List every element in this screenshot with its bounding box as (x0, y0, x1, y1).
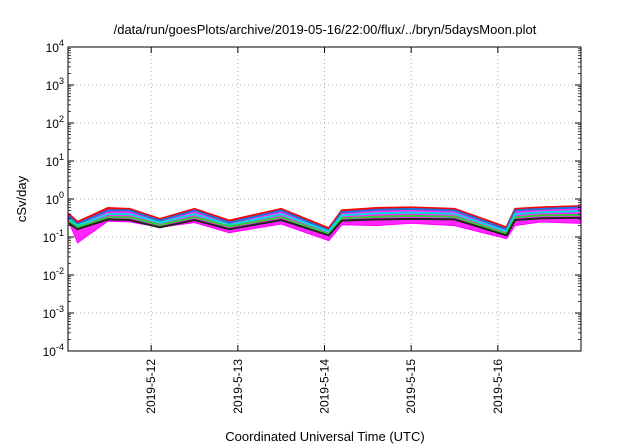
chart-title: /data/run/goesPlots/archive/2019-05-16/2… (114, 22, 537, 37)
y-tick-label: 102 (46, 114, 64, 131)
x-tick-label: 2019-5-13 (231, 359, 245, 414)
x-axis-label: Coordinated Universal Time (UTC) (225, 429, 424, 444)
y-tick-label: 10-2 (43, 266, 64, 283)
y-axis-label: cSv/day (14, 175, 29, 222)
y-tick-label: 103 (46, 76, 64, 93)
series-layer (68, 205, 581, 244)
y-tick-label: 101 (46, 152, 64, 169)
ticks (68, 46, 581, 352)
series-line (68, 210, 581, 233)
x-tick-label: 2019-5-16 (491, 359, 505, 414)
y-tick-label: 100 (46, 190, 64, 207)
y-tick-label: 10-1 (43, 228, 64, 245)
x-tick-labels: 2019-5-12 2019-5-13 2019-5-14 2019-5-15 2019… (144, 359, 505, 414)
x-tick-label: 2019-5-15 (404, 359, 418, 414)
y-tick-label: 10-3 (43, 304, 64, 321)
y-tick-labels: 10-4 10-3 10-2 10-1 100 101 102 103 104 (43, 38, 64, 359)
x-tick-label: 2019-5-14 (318, 359, 332, 414)
y-tick-label: 10-4 (43, 342, 64, 359)
x-tick-label: 2019-5-12 (144, 359, 158, 414)
series-line (68, 216, 581, 237)
y-tick-label: 104 (46, 38, 64, 55)
